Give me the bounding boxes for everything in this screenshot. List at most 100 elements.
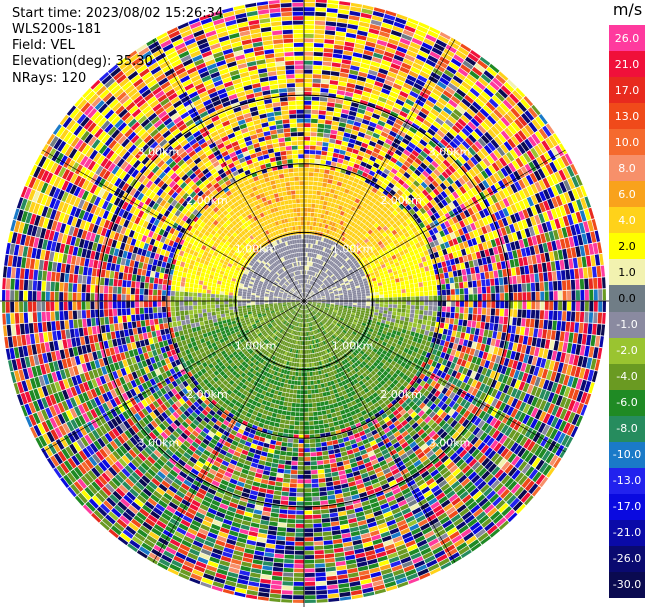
velocity-gate [480, 343, 486, 352]
velocity-gate [458, 131, 468, 140]
velocity-gate [332, 252, 336, 257]
velocity-gate [360, 63, 370, 69]
velocity-gate [384, 79, 394, 87]
velocity-gate [350, 134, 358, 140]
velocity-gate [315, 11, 326, 17]
velocity-gate [400, 193, 408, 200]
velocity-gate [510, 107, 521, 118]
velocity-gate [522, 301, 527, 310]
velocity-gate [477, 301, 482, 308]
velocity-gate [464, 294, 469, 301]
velocity-gate [445, 204, 452, 212]
velocity-gate [377, 35, 389, 42]
velocity-gate [448, 61, 460, 71]
velocity-gate [361, 305, 366, 309]
velocity-gate [326, 264, 330, 269]
velocity-gate [313, 177, 319, 182]
velocity-gate [334, 190, 340, 195]
velocity-gate [328, 279, 333, 283]
velocity-gate [522, 335, 529, 345]
velocity-gate [409, 283, 415, 289]
velocity-gate [312, 267, 315, 272]
velocity-gate [314, 289, 318, 293]
velocity-gate [307, 296, 311, 299]
velocity-gate [367, 184, 374, 191]
velocity-gate [343, 233, 349, 238]
velocity-gate [312, 253, 316, 258]
velocity-gate [395, 118, 404, 126]
velocity-gate [406, 296, 411, 301]
velocity-gate [354, 117, 363, 123]
velocity-gate [545, 137, 555, 149]
velocity-gate [304, 132, 311, 136]
velocity-gate [376, 246, 382, 252]
velocity-gate [454, 121, 464, 131]
velocity-gate [482, 179, 490, 189]
velocity-gate [428, 331, 434, 337]
velocity-gate [410, 138, 419, 146]
velocity-gate [349, 106, 358, 112]
velocity-gate [310, 257, 313, 262]
velocity-gate [362, 224, 368, 230]
velocity-gate [307, 221, 310, 226]
velocity-gate [346, 147, 353, 153]
velocity-gate [327, 151, 334, 157]
velocity-gate [324, 243, 328, 248]
velocity-gate [428, 264, 434, 271]
velocity-gate [321, 284, 325, 288]
velocity-gate [363, 50, 374, 57]
velocity-gate [483, 118, 494, 128]
velocity-gate [531, 337, 537, 347]
velocity-gate [322, 286, 327, 290]
velocity-gate [375, 76, 385, 84]
velocity-gate [397, 289, 402, 294]
velocity-gate [385, 222, 392, 229]
velocity-gate [594, 254, 601, 266]
velocity-gate [550, 330, 556, 340]
velocity-gate [350, 186, 356, 192]
velocity-gate [454, 159, 463, 168]
velocity-gate [419, 305, 424, 311]
velocity-gate [486, 301, 491, 308]
velocity-gate [325, 269, 329, 273]
velocity-gate [531, 255, 537, 265]
velocity-gate [414, 314, 419, 319]
velocity-gate [441, 284, 446, 290]
velocity-gate [312, 226, 316, 231]
velocity-gate [561, 321, 566, 332]
velocity-gate [528, 264, 534, 274]
velocity-gate [443, 147, 452, 156]
velocity-gate [356, 307, 361, 310]
velocity-gate [314, 25, 325, 30]
velocity-gate [433, 301, 438, 306]
velocity-gate [313, 267, 316, 272]
velocity-gate [323, 201, 328, 206]
velocity-gate [304, 42, 314, 47]
velocity-gate [449, 173, 458, 182]
velocity-gate [370, 166, 378, 173]
velocity-gate [397, 94, 407, 102]
velocity-gate [408, 321, 413, 327]
velocity-gate [367, 74, 377, 81]
velocity-gate [479, 328, 484, 337]
velocity-gate [378, 186, 385, 193]
velocity-gate [503, 277, 508, 285]
velocity-gate [556, 321, 562, 331]
velocity-gate [324, 274, 328, 278]
velocity-gate [428, 152, 437, 160]
velocity-gate [449, 153, 458, 162]
velocity-gate [418, 111, 428, 119]
velocity-gate [339, 424, 346, 430]
velocity-gate [335, 98, 344, 104]
velocity-gate [335, 31, 346, 37]
velocity-gate [367, 235, 373, 241]
velocity-gate [512, 90, 523, 101]
velocity-gate [376, 225, 382, 232]
velocity-gate [412, 213, 419, 220]
velocity-gate [385, 203, 392, 209]
velocity-gate [553, 250, 559, 261]
velocity-gate [331, 263, 336, 267]
velocity-gate [337, 13, 349, 19]
velocity-gate [464, 333, 470, 340]
velocity-gate [454, 179, 462, 188]
